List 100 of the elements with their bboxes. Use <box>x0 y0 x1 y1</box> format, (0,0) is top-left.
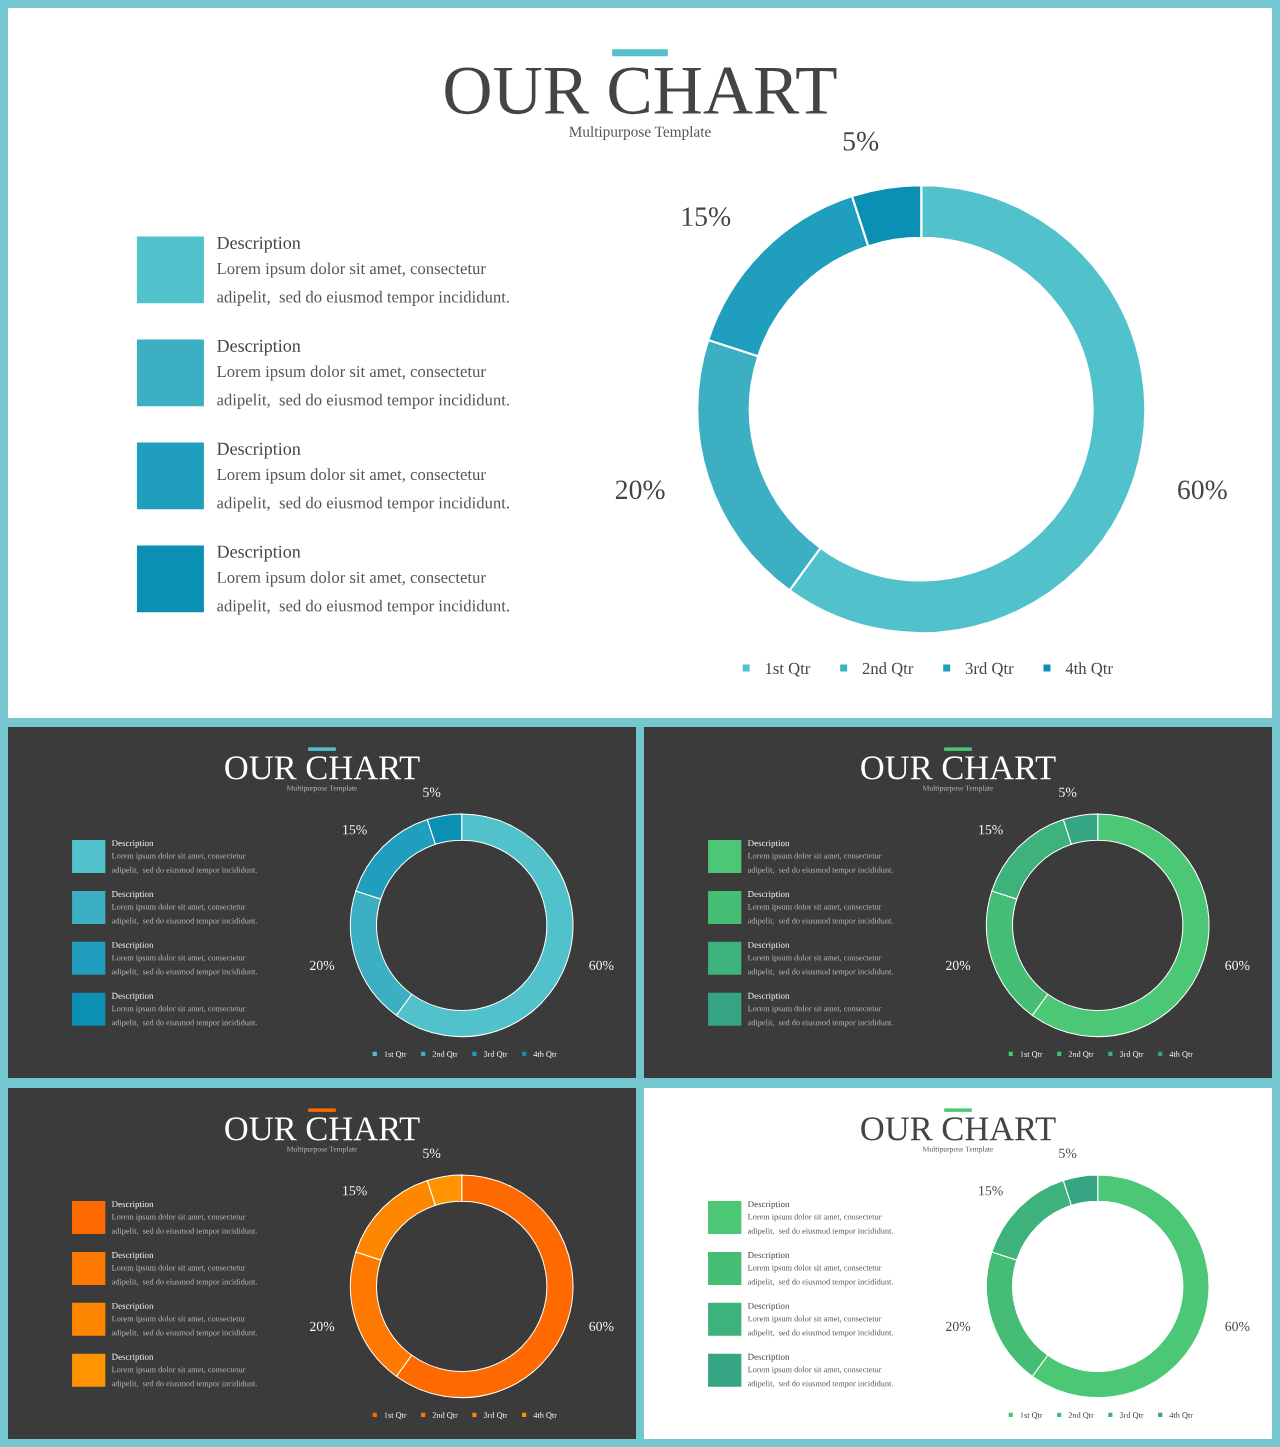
text: adipelit, sed do eiusmod tempor incididunt. <box>217 599 509 615</box>
text: adipelit, sed do eiusmod tempor incididunt. <box>217 496 509 512</box>
legend-label: 1st Qtr <box>765 662 811 677</box>
legend-label: 3rd Qtr <box>483 1412 508 1420</box>
data-label: 20% <box>946 960 971 971</box>
data-label: 15% <box>682 207 731 227</box>
text: Lorem ipsum dolor sit amet, consectetur <box>747 903 882 912</box>
text: adipelit, sed do eiusmod tempor incididunt. <box>747 917 893 926</box>
data-label: 15% <box>979 825 1003 835</box>
text: Lorem ipsum dolor sit amet, consectetur <box>111 954 246 963</box>
text: Description <box>747 992 790 1001</box>
legend-label: 3rd Qtr <box>1119 1051 1144 1059</box>
text: Lorem ipsum dolor sit amet, consectetur <box>111 1213 246 1222</box>
text: Lorem ipsum dolor sit amet, consectetur <box>747 954 882 963</box>
data-label: 60% <box>589 960 614 971</box>
text: Description <box>111 992 154 1001</box>
legend-label: 4th Qtr <box>533 1412 557 1420</box>
chart-title: OUR CHART <box>861 756 1056 780</box>
legend-label: 2nd Qtr <box>432 1412 458 1420</box>
legend-label: 1st Qtr <box>1020 1051 1043 1059</box>
text: Lorem ipsum dolor sit amet, consectetur <box>747 1213 882 1222</box>
data-label: 60% <box>1225 960 1250 971</box>
text: Description <box>111 1251 154 1260</box>
text: Description <box>747 890 790 899</box>
text: Lorem ipsum dolor sit amet, consectetur <box>747 852 882 861</box>
legend-label: 2nd Qtr <box>432 1051 458 1059</box>
data-label: 5% <box>843 131 879 151</box>
legend-label: 2nd Qtr <box>862 662 914 677</box>
text: Lorem ipsum dolor sit amet, consectetur <box>217 262 486 278</box>
text: Lorem ipsum dolor sit amet, consectetur <box>111 1264 246 1273</box>
chart-title: OUR CHART <box>225 1117 420 1141</box>
data-label: 60% <box>589 1321 614 1332</box>
data-label: 15% <box>343 1186 367 1196</box>
legend-label: 2nd Qtr <box>1068 1051 1094 1059</box>
legend-label: 4th Qtr <box>533 1051 557 1059</box>
text: adipelit, sed do eiusmod tempor incididunt. <box>217 290 509 306</box>
text: adipelit, sed do eiusmod tempor incididunt. <box>747 968 893 977</box>
data-label: 60% <box>1225 1321 1250 1332</box>
text: Description <box>217 545 301 562</box>
legend-label: 1st Qtr <box>384 1412 407 1420</box>
data-label: 15% <box>979 1186 1003 1196</box>
data-label: 20% <box>615 480 665 500</box>
text: adipelit, sed do eiusmod tempor incididunt. <box>747 866 893 875</box>
text: Description <box>747 1353 790 1362</box>
text: adipelit, sed do eiusmod tempor incididunt. <box>111 968 257 977</box>
text: adipelit, sed do eiusmod tempor incididunt. <box>747 1380 893 1388</box>
chart-title: OUR CHART <box>861 1117 1056 1141</box>
text: adipelit, sed do eiusmod tempor incididunt. <box>111 1278 257 1287</box>
text: Lorem ipsum dolor sit amet, consectetur <box>747 1005 882 1013</box>
text: Lorem ipsum dolor sit amet, consectetur <box>111 1005 246 1013</box>
text: adipelit, sed do eiusmod tempor incididunt. <box>747 1278 893 1287</box>
text: Lorem ipsum dolor sit amet, consectetur <box>111 1366 246 1374</box>
text: adipelit, sed do eiusmod tempor incididunt. <box>111 1329 257 1338</box>
text: Description <box>111 1353 154 1362</box>
legend-label: 4th Qtr <box>1065 662 1113 677</box>
text: Lorem ipsum dolor sit amet, consectetur <box>217 365 486 381</box>
text: adipelit, sed do eiusmod tempor incididunt. <box>111 1019 257 1027</box>
data-label: 5% <box>1059 1148 1077 1158</box>
text: adipelit, sed do eiusmod tempor incididunt. <box>111 1380 257 1388</box>
chart-title: OUR CHART <box>225 756 420 780</box>
text: Description <box>747 1302 790 1311</box>
legend-label: 1st Qtr <box>384 1051 407 1059</box>
data-label: 15% <box>343 825 367 835</box>
text: Lorem ipsum dolor sit amet, consectetur <box>111 1315 246 1324</box>
legend-label: 4th Qtr <box>1169 1412 1193 1420</box>
text: Lorem ipsum dolor sit amet, consectetur <box>747 1264 882 1273</box>
data-label: 20% <box>310 1321 335 1332</box>
text: adipelit, sed do eiusmod tempor incididunt. <box>217 393 509 409</box>
text: Lorem ipsum dolor sit amet, consectetur <box>217 468 486 484</box>
legend-label: 3rd Qtr <box>1119 1412 1144 1420</box>
text: adipelit, sed do eiusmod tempor incididunt. <box>747 1227 893 1236</box>
text: adipelit, sed do eiusmod tempor incididunt. <box>111 1227 257 1236</box>
text: adipelit, sed do eiusmod tempor incididunt. <box>111 866 257 875</box>
data-label: 5% <box>1059 787 1077 797</box>
data-label: 5% <box>423 1148 441 1158</box>
text: Description <box>217 236 301 253</box>
text: Description <box>111 840 154 848</box>
text: Lorem ipsum dolor sit amet, consectetur <box>111 852 246 861</box>
data-label: 20% <box>310 960 335 971</box>
text: Description <box>111 890 154 899</box>
text: Lorem ipsum dolor sit amet, consectetur <box>111 903 246 912</box>
text: Description <box>747 840 790 848</box>
legend-label: 4th Qtr <box>1169 1051 1193 1059</box>
text: Description <box>747 1251 790 1260</box>
text: Lorem ipsum dolor sit amet, consectetur <box>747 1366 882 1374</box>
legend-label: 3rd Qtr <box>483 1051 508 1059</box>
chart-title: OUR CHART <box>445 67 837 115</box>
text: Description <box>217 442 301 459</box>
text: Lorem ipsum dolor sit amet, consectetur <box>747 1315 882 1324</box>
legend-label: 1st Qtr <box>1020 1412 1043 1420</box>
text: Lorem ipsum dolor sit amet, consectetur <box>217 571 486 587</box>
text: adipelit, sed do eiusmod tempor incididunt. <box>111 917 257 926</box>
data-label: 20% <box>946 1321 971 1332</box>
text: Description <box>111 1302 154 1311</box>
text: Description <box>747 941 790 950</box>
text: Description <box>217 339 301 356</box>
text: adipelit, sed do eiusmod tempor incididunt. <box>747 1329 893 1338</box>
data-label: 5% <box>423 787 441 797</box>
data-label: 60% <box>1178 480 1227 500</box>
text: Description <box>111 941 154 950</box>
